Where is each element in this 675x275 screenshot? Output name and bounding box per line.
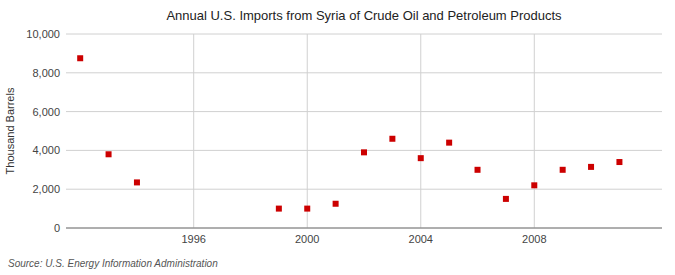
- point: [503, 196, 509, 202]
- point: [361, 149, 367, 155]
- point: [446, 140, 452, 146]
- source-note: Source: U.S. Energy Information Administ…: [8, 258, 218, 269]
- point: [134, 179, 140, 185]
- y-tick-label: 4,000: [32, 144, 60, 156]
- point: [418, 155, 424, 161]
- x-tick-label: 1996: [181, 233, 205, 245]
- x-grid-line: [534, 34, 535, 228]
- point: [475, 167, 481, 173]
- grid: [66, 34, 662, 228]
- y-tick-label: 2,000: [32, 183, 60, 195]
- point: [389, 136, 395, 142]
- y-tick-label: 0: [54, 222, 60, 234]
- y-grid-line: [66, 72, 662, 73]
- point: [276, 206, 282, 212]
- point: [588, 164, 594, 170]
- point: [106, 151, 112, 157]
- point: [616, 159, 622, 165]
- x-grid-line: [420, 34, 421, 228]
- y-axis-label: Thousand Barrels: [4, 87, 16, 174]
- points: [77, 55, 622, 211]
- y-tick-label: 8,000: [32, 67, 60, 79]
- y-grid-line: [66, 228, 662, 229]
- y-tick-label: 6,000: [32, 106, 60, 118]
- x-grid-line: [193, 34, 194, 228]
- point: [77, 55, 83, 61]
- point: [531, 182, 537, 188]
- x-tick-label: 2008: [522, 233, 546, 245]
- x-tick-label: 2000: [295, 233, 319, 245]
- point: [304, 206, 310, 212]
- x-tick-label: 2004: [409, 233, 433, 245]
- y-grid-line: [66, 189, 662, 190]
- x-axis-line: [66, 228, 662, 229]
- y-tick-label: 10,000: [26, 28, 60, 40]
- y-grid-line: [66, 111, 662, 112]
- y-grid-line: [66, 34, 662, 35]
- chart: 0 2,000 4,000 6,000 8,000 10,000 1996 2000 2004 2…: [0, 0, 675, 275]
- point: [560, 167, 566, 173]
- plot-background: [66, 34, 662, 228]
- title: Annual U.S. Imports from Syria of Crude …: [166, 8, 562, 23]
- x-grid-line: [307, 34, 308, 228]
- point: [333, 201, 339, 207]
